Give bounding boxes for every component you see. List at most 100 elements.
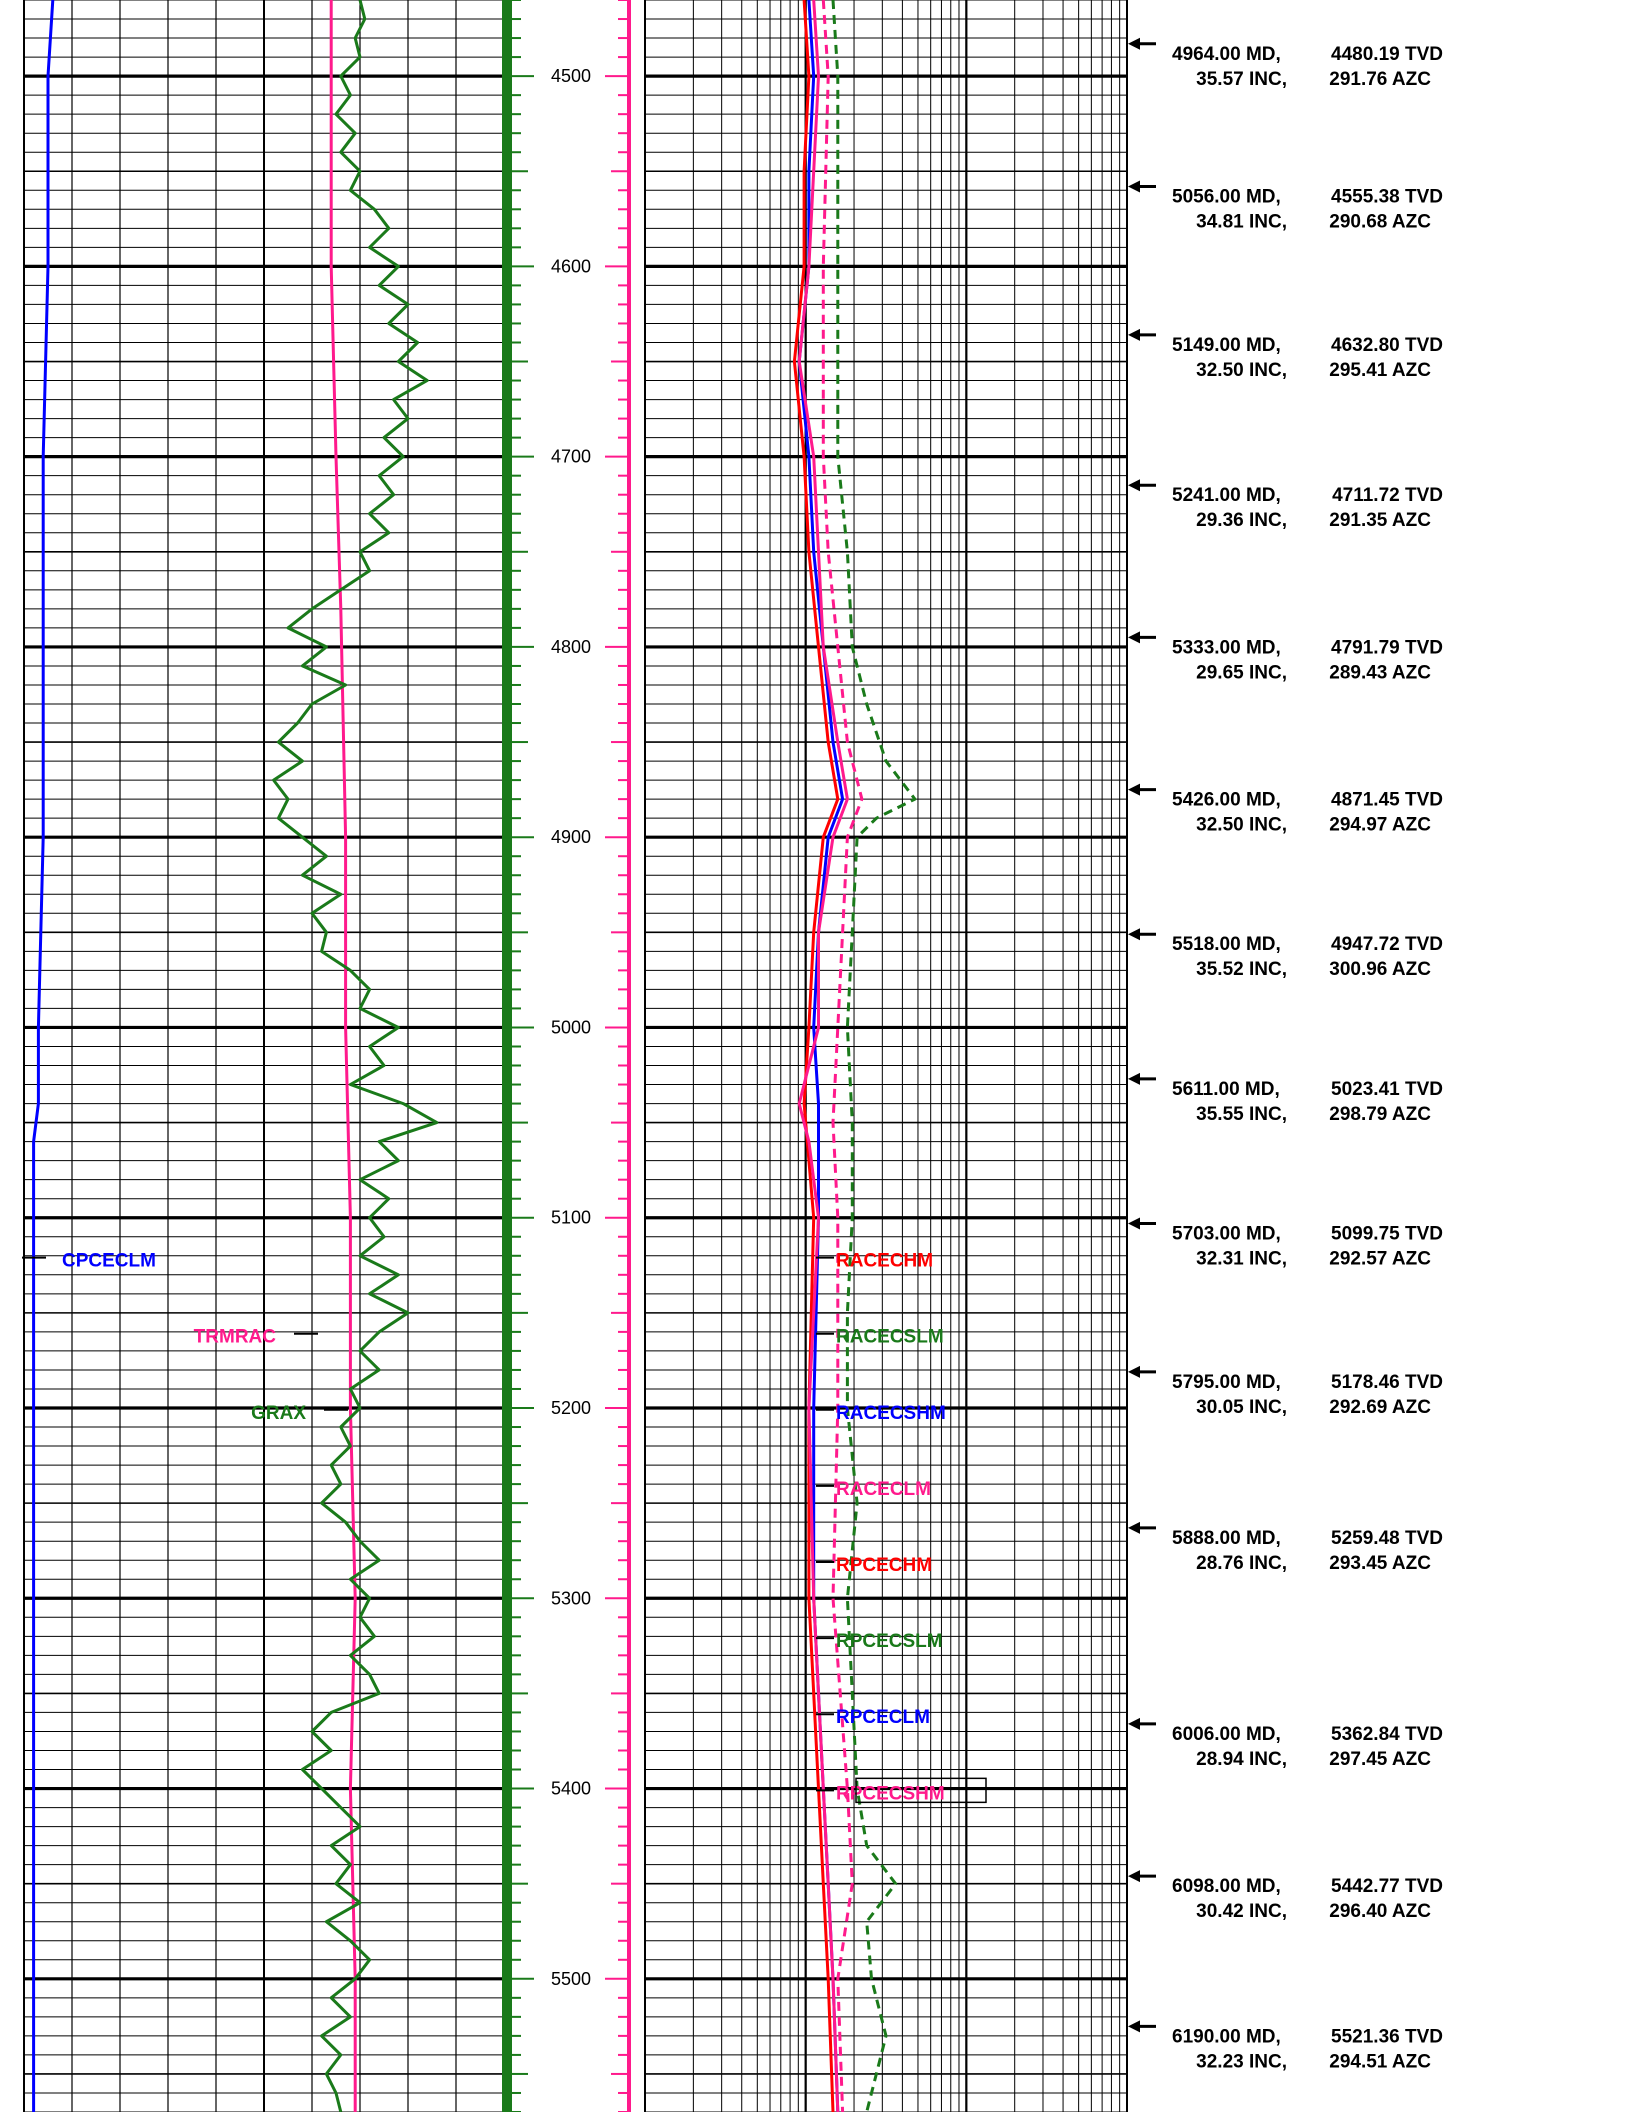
survey-inc: 28.76 INC,: [1196, 1553, 1287, 1574]
survey-azc: 292.69 AZC: [1329, 1397, 1431, 1418]
survey-inc: 30.05 INC,: [1196, 1397, 1287, 1418]
track1-curve-cpceclm: [32, 0, 55, 2112]
survey-entry: 6098.00 MD, 5442.77 TVD 30.42 INC, 296.40 A…: [1128, 1870, 1443, 1922]
survey-inc: 29.36 INC,: [1196, 510, 1287, 531]
survey-md: 4964.00 MD,: [1172, 44, 1281, 65]
depth-tick-label: 5200: [551, 1398, 591, 1418]
survey-azc: 294.97 AZC: [1329, 815, 1431, 836]
survey-azc: 294.51 AZC: [1329, 2051, 1431, 2072]
log-curves: [32, 0, 917, 2112]
survey-arrow-icon: [1128, 783, 1140, 796]
depth-tick-label: 4500: [551, 66, 591, 86]
survey-md: 5426.00 MD,: [1172, 790, 1281, 811]
survey-inc: 35.55 INC,: [1196, 1104, 1287, 1125]
survey-azc: 298.79 AZC: [1329, 1104, 1431, 1125]
survey-md: 6006.00 MD,: [1172, 1724, 1281, 1745]
depth-tick-label: 5400: [551, 1779, 591, 1799]
survey-entry: 5333.00 MD, 4791.79 TVD 29.65 INC, 289.43 A…: [1128, 631, 1443, 683]
depth-track: 4500 4600 4700 4800 4900 5000 5100 5200 5300 5400…: [502, 0, 631, 2112]
survey-entry: 5149.00 MD, 4632.80 TVD 32.50 INC, 295.41 A…: [1128, 328, 1443, 381]
survey-entry: 6006.00 MD, 5362.84 TVD 28.94 INC, 297.45 A…: [1128, 1717, 1443, 1770]
survey-tvd: 4555.38 TVD: [1331, 186, 1443, 207]
survey-md: 5888.00 MD,: [1172, 1528, 1281, 1549]
curve-label-raceclm: RACECLM: [836, 1479, 931, 1500]
survey-inc: 35.52 INC,: [1196, 959, 1287, 980]
survey-arrow-icon: [1128, 1521, 1140, 1534]
survey-entry: 5426.00 MD, 4871.45 TVD 32.50 INC, 294.97 A…: [1128, 783, 1443, 836]
survey-inc: 28.94 INC,: [1196, 1749, 1287, 1770]
survey-md: 5518.00 MD,: [1172, 934, 1281, 955]
survey-azc: 291.76 AZC: [1329, 69, 1431, 90]
depth-tick-label: 4800: [551, 637, 591, 657]
track2-curve-raceclm: [821, 0, 864, 2112]
survey-tvd: 4480.19 TVD: [1331, 44, 1443, 65]
survey-md: 5333.00 MD,: [1172, 637, 1281, 658]
survey-md: 5056.00 MD,: [1172, 186, 1281, 207]
survey-azc: 292.57 AZC: [1329, 1248, 1431, 1269]
curve-label-racechm: RACECHM: [836, 1251, 933, 1272]
survey-azc: 289.43 AZC: [1329, 662, 1431, 683]
survey-arrow-icon: [1128, 631, 1140, 644]
survey-inc: 29.65 INC,: [1196, 662, 1287, 683]
survey-entry: 5056.00 MD, 4555.38 TVD 34.81 INC, 290.68 A…: [1128, 180, 1443, 232]
survey-md: 5241.00 MD,: [1172, 485, 1281, 506]
survey-entry: 6190.00 MD, 5521.36 TVD 32.23 INC, 294.51 A…: [1128, 2020, 1443, 2072]
survey-md: 5795.00 MD,: [1172, 1372, 1281, 1393]
survey-arrow-icon: [1128, 328, 1140, 341]
survey-entry: 5241.00 MD, 4711.72 TVD 29.36 INC, 291.35 A…: [1128, 479, 1443, 531]
survey-arrow-icon: [1128, 1365, 1140, 1378]
depth-tick-label: 5000: [551, 1017, 591, 1037]
survey-azc: 290.68 AZC: [1329, 211, 1431, 232]
survey-arrow-icon: [1128, 1217, 1140, 1230]
track1-curve-grax: [272, 0, 439, 2112]
survey-arrow-icon: [1128, 37, 1140, 50]
track1-grid: [23, 0, 505, 2112]
survey-inc: 32.50 INC,: [1196, 815, 1287, 836]
survey-azc: 291.35 AZC: [1329, 510, 1431, 531]
curve-label-grax: GRAX: [251, 1403, 306, 1424]
survey-inc: 32.50 INC,: [1196, 360, 1287, 381]
survey-arrow-icon: [1128, 1072, 1140, 1085]
survey-tvd: 4791.79 TVD: [1331, 637, 1443, 658]
depth-tick-label: 5300: [551, 1588, 591, 1608]
survey-md: 5611.00 MD,: [1172, 1079, 1280, 1100]
depth-tick-label: 4600: [551, 256, 591, 276]
survey-inc: 35.57 INC,: [1196, 69, 1287, 90]
survey-tvd: 5521.36 TVD: [1331, 2026, 1443, 2047]
survey-tvd: 5099.75 TVD: [1331, 1223, 1443, 1244]
survey-md: 6098.00 MD,: [1172, 1876, 1281, 1897]
survey-inc: 32.23 INC,: [1196, 2051, 1287, 2072]
curve-label-cpceclm: CPCECLM: [62, 1251, 156, 1272]
depth-tick-label: 4900: [551, 827, 591, 847]
survey-inc: 32.31 INC,: [1196, 1248, 1287, 1269]
survey-md: 5149.00 MD,: [1172, 335, 1281, 356]
survey-inc: 30.42 INC,: [1196, 1901, 1287, 1922]
track2-curve-rpcechm: [792, 0, 840, 2112]
survey-tvd: 5362.84 TVD: [1331, 1724, 1443, 1745]
survey-tvd: 5259.48 TVD: [1331, 1528, 1443, 1549]
survey-tvd: 5442.77 TVD: [1331, 1876, 1443, 1897]
track1-curve-trmrac: [329, 0, 357, 2112]
survey-entry: 5611.00 MD, 5023.41 TVD 35.55 INC, 298.79 A…: [1128, 1072, 1443, 1125]
depth-track-green-bar: [502, 0, 512, 2112]
survey-azc: 293.45 AZC: [1329, 1553, 1431, 1574]
curve-label-rpcecslm: RPCECSLM: [836, 1631, 943, 1652]
survey-entry: 4964.00 MD, 4480.19 TVD 35.57 INC, 291.76 A…: [1128, 37, 1443, 90]
survey-arrow-icon: [1128, 928, 1140, 941]
survey-tvd: 4711.72 TVD: [1332, 485, 1443, 506]
survey-tvd: 5178.46 TVD: [1331, 1372, 1443, 1393]
survey-md: 6190.00 MD,: [1172, 2026, 1281, 2047]
survey-tvd: 4947.72 TVD: [1331, 934, 1443, 955]
survey-entry: 5518.00 MD, 4947.72 TVD 35.52 INC, 300.96 A…: [1128, 928, 1443, 980]
depth-track-pink-bar: [627, 0, 631, 2112]
survey-tvd: 4632.80 TVD: [1331, 335, 1443, 356]
survey-entry: 5703.00 MD, 5099.75 TVD 32.31 INC, 292.57 A…: [1128, 1217, 1443, 1269]
survey-arrow-icon: [1128, 2020, 1140, 2033]
survey-azc: 296.40 AZC: [1329, 1901, 1431, 1922]
survey-arrow-icon: [1128, 479, 1140, 492]
survey-azc: 295.41 AZC: [1329, 360, 1431, 381]
depth-tick-label: 5500: [551, 1969, 591, 1989]
survey-entry: 5795.00 MD, 5178.46 TVD 30.05 INC, 292.69 A…: [1128, 1365, 1443, 1418]
track2-curve-racecslm: [831, 0, 917, 2112]
